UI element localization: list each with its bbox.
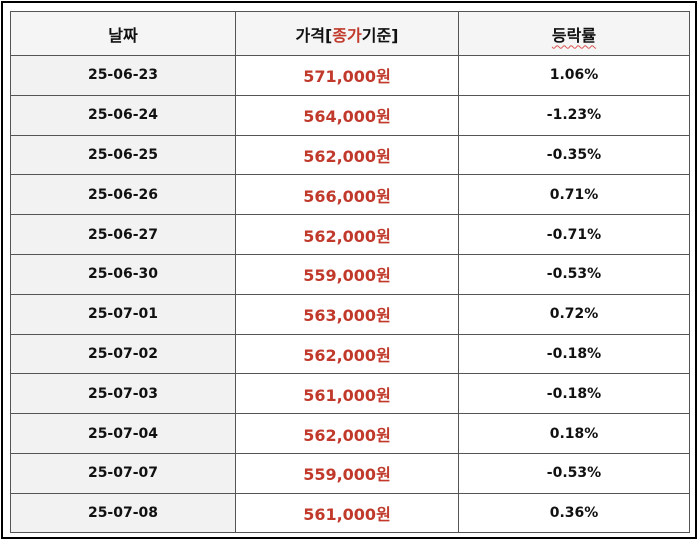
date-cell: 25-07-07 bbox=[10, 452, 236, 494]
table-row: 25-06-24 564,000원 -1.23% bbox=[10, 94, 690, 136]
header-date: 날짜 bbox=[10, 11, 236, 56]
date-cell: 25-06-30 bbox=[10, 253, 236, 295]
header-price-prefix: 가격[ bbox=[295, 25, 333, 45]
change-cell: 0.71% bbox=[458, 174, 690, 216]
change-cell: 0.72% bbox=[458, 293, 690, 335]
date-cell: 25-06-23 bbox=[10, 55, 236, 96]
table-row: 25-06-26 566,000원 0.71% bbox=[10, 174, 690, 216]
header-change-label: 등락률 bbox=[551, 25, 597, 45]
table-row: 25-07-07 559,000원 -0.53% bbox=[10, 452, 690, 494]
price-cell: 561,000원 bbox=[235, 492, 459, 533]
table-row: 25-07-08 561,000원 0.36% bbox=[10, 492, 690, 533]
price-cell: 559,000원 bbox=[235, 452, 459, 494]
date-cell: 25-06-25 bbox=[10, 134, 236, 176]
table-row: 25-06-30 559,000원 -0.53% bbox=[10, 253, 690, 295]
change-cell: -0.35% bbox=[458, 134, 690, 176]
price-table: 날짜 가격[종가기준] 등락률 25-06-23 571,000원 1.06% … bbox=[10, 11, 690, 533]
change-cell: 1.06% bbox=[458, 55, 690, 96]
date-cell: 25-07-01 bbox=[10, 293, 236, 335]
header-change: 등락률 bbox=[458, 11, 690, 56]
change-cell: 0.36% bbox=[458, 492, 690, 533]
table-row: 25-07-02 562,000원 -0.18% bbox=[10, 333, 690, 375]
date-cell: 25-07-03 bbox=[10, 373, 236, 415]
change-cell: -0.18% bbox=[458, 373, 690, 415]
date-cell: 25-07-02 bbox=[10, 333, 236, 375]
price-cell: 566,000원 bbox=[235, 174, 459, 216]
price-cell: 561,000원 bbox=[235, 373, 459, 415]
change-cell: 0.18% bbox=[458, 413, 690, 454]
table-row: 25-07-01 563,000원 0.72% bbox=[10, 293, 690, 335]
price-cell: 559,000원 bbox=[235, 253, 459, 295]
table-header-row: 날짜 가격[종가기준] 등락률 bbox=[10, 11, 690, 56]
date-cell: 25-06-26 bbox=[10, 174, 236, 216]
price-cell: 563,000원 bbox=[235, 293, 459, 335]
price-cell: 562,000원 bbox=[235, 214, 459, 255]
price-cell: 562,000원 bbox=[235, 413, 459, 454]
date-cell: 25-07-04 bbox=[10, 413, 236, 454]
change-cell: -1.23% bbox=[458, 94, 690, 136]
price-cell: 562,000원 bbox=[235, 134, 459, 176]
date-cell: 25-07-08 bbox=[10, 492, 236, 533]
change-cell: -0.53% bbox=[458, 253, 690, 295]
price-cell: 562,000원 bbox=[235, 333, 459, 375]
header-price: 가격[종가기준] bbox=[235, 11, 459, 56]
change-cell: -0.53% bbox=[458, 452, 690, 494]
price-cell: 571,000원 bbox=[235, 55, 459, 96]
date-cell: 25-06-27 bbox=[10, 214, 236, 255]
price-cell: 564,000원 bbox=[235, 94, 459, 136]
table-row: 25-07-04 562,000원 0.18% bbox=[10, 413, 690, 454]
table-row: 25-06-27 562,000원 -0.71% bbox=[10, 214, 690, 255]
date-cell: 25-06-24 bbox=[10, 94, 236, 136]
table-row: 25-07-03 561,000원 -0.18% bbox=[10, 373, 690, 415]
header-price-highlight: 종가 bbox=[332, 25, 362, 45]
header-price-suffix: 기준] bbox=[361, 25, 399, 45]
table-row: 25-06-23 571,000원 1.06% bbox=[10, 55, 690, 96]
change-cell: -0.71% bbox=[458, 214, 690, 255]
table-row: 25-06-25 562,000원 -0.35% bbox=[10, 134, 690, 176]
change-cell: -0.18% bbox=[458, 333, 690, 375]
